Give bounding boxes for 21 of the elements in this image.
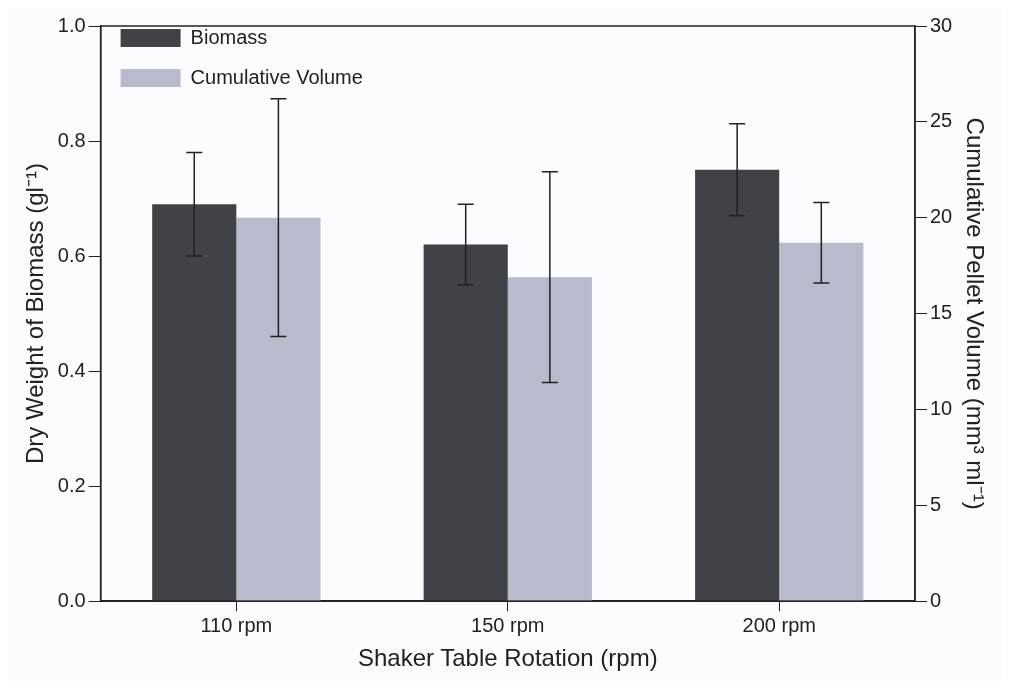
legend-label: Biomass (190, 25, 268, 48)
y-axis-title: Dry Weight of Biomass (gl⁻¹) (21, 163, 49, 465)
x-tick-label: 150 rpm (471, 613, 545, 636)
y-tick-label: 1.0 (57, 13, 86, 36)
y2-axis-title: Cumulative Pellet Volume (mm³ ml⁻¹) (961, 117, 989, 510)
y-tick-label: 0.0 (57, 588, 86, 611)
y-tick-label: 0.6 (57, 243, 86, 266)
legend-label: Cumulative Volume (190, 65, 363, 88)
y2-tick-label: 25 (929, 109, 953, 132)
y2-tick-label: 15 (929, 301, 953, 324)
y2-tick-label: 20 (929, 205, 953, 228)
y2-tick-label: 30 (929, 13, 953, 36)
y2-tick-label: 0 (929, 588, 942, 611)
y-tick-label: 0.8 (57, 128, 86, 151)
x-tick-label: 200 rpm (742, 613, 816, 636)
x-axis-title: Shaker Table Rotation (rpm) (357, 644, 658, 672)
x-tick-label: 110 rpm (200, 613, 273, 636)
y-tick-label: 0.2 (57, 473, 86, 496)
y2-tick-label: 5 (929, 492, 942, 515)
y-tick-label: 0.4 (57, 358, 86, 381)
y2-tick-label: 10 (929, 396, 953, 419)
